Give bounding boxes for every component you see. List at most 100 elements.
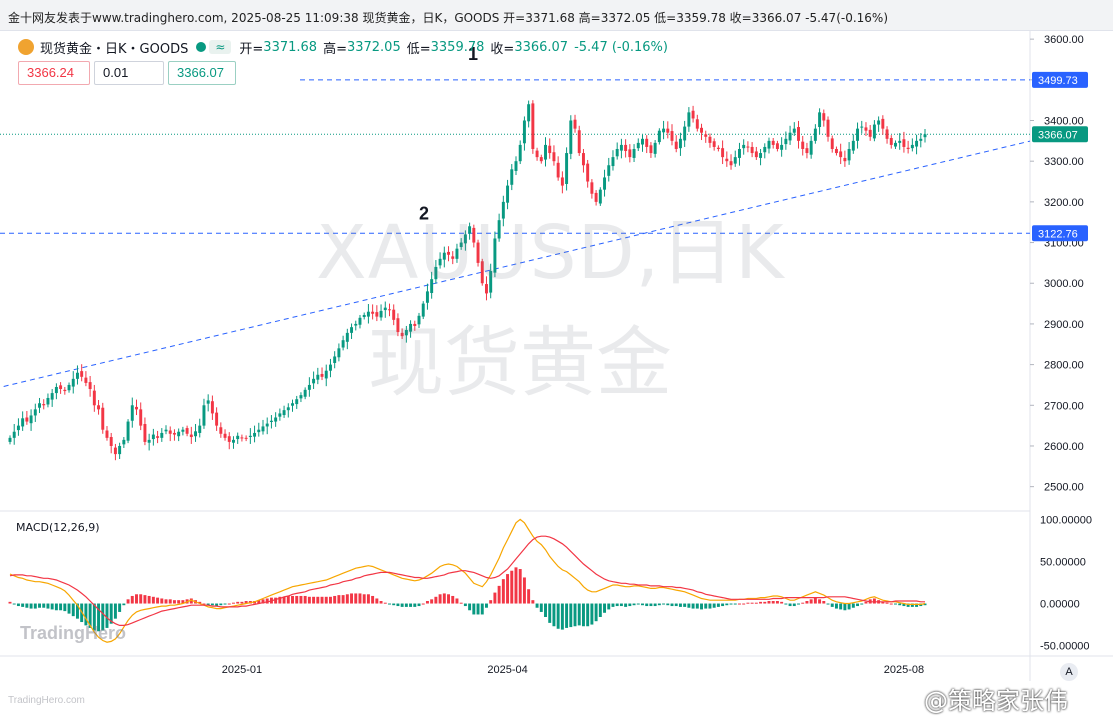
candle-body bbox=[615, 148, 619, 157]
candle-body bbox=[683, 126, 687, 141]
candle-body bbox=[215, 412, 219, 426]
candle-body bbox=[236, 435, 240, 440]
candle-body bbox=[737, 148, 741, 158]
macd-histogram-bar bbox=[451, 595, 455, 604]
macd-line bbox=[9, 518, 926, 643]
candle-body bbox=[328, 364, 332, 371]
macd-histogram-bar bbox=[447, 594, 451, 604]
macd-histogram-bar bbox=[472, 603, 476, 615]
candle-body bbox=[80, 371, 84, 377]
candle-body bbox=[425, 291, 429, 303]
chart-area[interactable]: 3600.003500.003400.003300.003200.003100.… bbox=[0, 31, 1113, 719]
candle-body bbox=[797, 127, 800, 141]
macd-histogram-bar bbox=[476, 603, 480, 615]
macd-histogram-bar bbox=[797, 603, 800, 605]
macd-histogram-bar bbox=[388, 603, 391, 605]
macd-histogram-bar bbox=[67, 603, 71, 614]
macd-histogram-bar bbox=[328, 596, 332, 604]
candle-body bbox=[531, 103, 535, 149]
candle-body bbox=[354, 323, 358, 326]
candle-body bbox=[38, 403, 41, 408]
candle-body bbox=[716, 147, 720, 149]
wave-label-2: 2 bbox=[419, 203, 429, 223]
quantity-input[interactable]: 0.01 bbox=[94, 61, 164, 85]
candle-body bbox=[775, 143, 779, 149]
candle-body bbox=[885, 129, 889, 139]
candle-body bbox=[320, 373, 324, 377]
candle-body bbox=[29, 415, 33, 424]
macd-histogram-bar bbox=[71, 603, 75, 617]
candle-body bbox=[544, 144, 547, 160]
candle-body bbox=[455, 248, 459, 259]
macd-histogram-bar bbox=[565, 603, 569, 628]
candle-body bbox=[392, 309, 396, 320]
candle-body bbox=[16, 425, 20, 431]
macd-histogram-bar bbox=[649, 603, 653, 607]
candle-body bbox=[725, 158, 729, 162]
macd-histogram-bar bbox=[54, 603, 58, 611]
candle-body bbox=[691, 110, 695, 119]
auto-scale-button[interactable]: A bbox=[1060, 663, 1078, 681]
chart-svg[interactable]: 3600.003500.003400.003300.003200.003100.… bbox=[0, 31, 1113, 719]
macd-histogram-bar bbox=[847, 603, 851, 610]
candle-body bbox=[463, 234, 467, 244]
candle-body bbox=[771, 140, 775, 145]
macd-histogram-bar bbox=[75, 603, 79, 619]
macd-histogram-bar bbox=[455, 598, 459, 604]
candle-body bbox=[274, 417, 278, 422]
macd-histogram-bar bbox=[725, 603, 729, 606]
candle-body bbox=[430, 279, 434, 294]
macd-indicator-label[interactable]: MACD(12,26,9) bbox=[16, 521, 100, 534]
candle-body bbox=[906, 147, 910, 149]
price-tick-label: 3200.00 bbox=[1044, 197, 1084, 209]
candle-body bbox=[409, 323, 413, 332]
price-tick-label: 2800.00 bbox=[1044, 360, 1084, 372]
candle-body bbox=[105, 430, 109, 438]
candle-body bbox=[451, 256, 455, 259]
macd-histogram-bar bbox=[425, 601, 429, 604]
macd-histogram-bar bbox=[400, 603, 404, 607]
macd-histogram-bar bbox=[126, 599, 130, 604]
macd-histogram-bar bbox=[164, 599, 168, 604]
candle-body bbox=[46, 397, 50, 405]
candle-body bbox=[388, 309, 391, 311]
candle-body bbox=[172, 432, 176, 435]
sell-price-button[interactable]: 3366.24 bbox=[18, 61, 90, 85]
macd-histogram-bar bbox=[851, 603, 855, 608]
buy-price-button[interactable]: 3366.07 bbox=[168, 61, 236, 85]
candle-body bbox=[480, 261, 484, 284]
candle-body bbox=[109, 437, 113, 446]
time-tick-label: 2025-08 bbox=[884, 664, 924, 676]
macd-histogram-bar bbox=[50, 603, 54, 610]
candle-body bbox=[206, 400, 210, 404]
candle-body bbox=[813, 128, 817, 141]
candle-body bbox=[792, 128, 796, 133]
trade-price-boxes: 3366.24 0.01 3366.07 bbox=[18, 61, 236, 85]
candle-body bbox=[198, 425, 202, 433]
macd-histogram-bar bbox=[674, 603, 678, 607]
macd-histogram-bar bbox=[46, 603, 50, 609]
wave-label-1: 1 bbox=[468, 44, 478, 64]
candle-body bbox=[156, 436, 160, 438]
macd-histogram-bar bbox=[830, 603, 834, 607]
candle-body bbox=[42, 404, 46, 406]
candle-body bbox=[147, 439, 151, 443]
macd-histogram-bar bbox=[923, 603, 927, 606]
macd-histogram-bar bbox=[92, 603, 96, 631]
candle-body bbox=[527, 104, 531, 122]
macd-histogram-bar bbox=[704, 603, 708, 609]
candle-body bbox=[12, 431, 16, 438]
candle-body bbox=[312, 378, 316, 384]
macd-histogram-bar bbox=[295, 595, 299, 604]
macd-histogram-bar bbox=[383, 602, 387, 604]
macd-histogram-bar bbox=[716, 603, 720, 607]
legend-close: 3366.07 bbox=[514, 39, 569, 55]
candle-body bbox=[189, 434, 193, 438]
macd-histogram-bar bbox=[552, 603, 556, 627]
legend-symbol[interactable]: 现货黄金・日K・GOODS bbox=[40, 41, 189, 57]
price-tick-label: 3300.00 bbox=[1044, 156, 1084, 168]
wave-icon[interactable]: ≈ bbox=[209, 40, 232, 54]
macd-histogram-bar bbox=[759, 601, 763, 604]
legend-low-label: 低= bbox=[406, 41, 431, 57]
price-tick-label: 3000.00 bbox=[1044, 278, 1084, 290]
